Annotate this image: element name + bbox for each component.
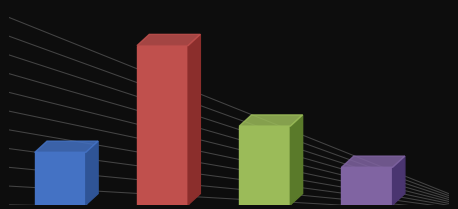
Polygon shape [290,115,303,205]
Bar [137,46,188,205]
Polygon shape [86,141,98,205]
Bar [35,152,86,205]
Polygon shape [35,141,98,152]
Polygon shape [239,115,303,126]
Bar [239,126,290,205]
Polygon shape [188,34,200,205]
Polygon shape [137,34,200,46]
Bar [342,167,393,205]
Polygon shape [393,156,405,205]
Polygon shape [342,156,405,167]
